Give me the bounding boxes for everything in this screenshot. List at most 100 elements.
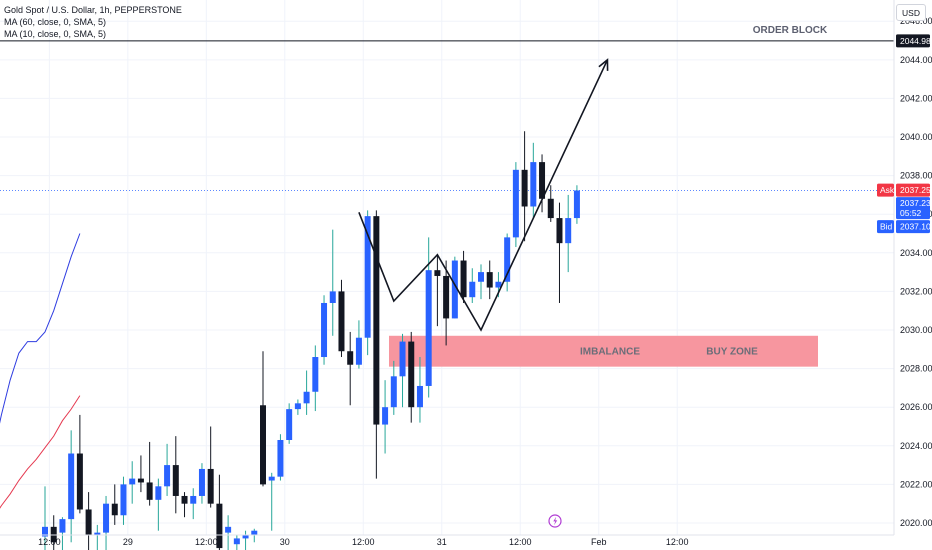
projection-path[interactable] [358, 58, 609, 332]
candle-body [373, 216, 380, 425]
time-tick-label: 12:00 [509, 537, 532, 547]
bid-price-text: 2037.10 [900, 222, 931, 232]
candle-body [42, 526, 48, 537]
candle-body [85, 509, 92, 535]
ma10-legend[interactable]: MA (10, close, 0, SMA, 5) [4, 29, 107, 39]
price-tick-label: 2042.00 [900, 93, 932, 103]
candle-body [198, 468, 205, 496]
candle-body [390, 376, 397, 408]
time-tick-label: 12:00 [666, 537, 689, 547]
candle-body [260, 405, 266, 485]
order-block-price-badge [896, 34, 930, 48]
candle-body [565, 218, 572, 244]
price-tick-label: 2034.00 [900, 248, 932, 258]
candle-body [277, 440, 284, 477]
time-tick-label: 31 [437, 537, 447, 547]
candle-body [103, 503, 110, 533]
candle-body [556, 218, 563, 244]
time-tick-label: 12:00 [38, 537, 61, 547]
candle-body [294, 403, 301, 410]
candle-body [382, 407, 389, 425]
ma60-legend[interactable]: MA (60, close, 0, SMA, 5) [4, 17, 107, 27]
candle-body [59, 519, 66, 533]
candle-body [355, 337, 362, 365]
candle-body [547, 198, 554, 219]
candle-body [469, 281, 476, 298]
time-tick-label: 12:00 [195, 537, 218, 547]
price-tick-label: 2024.00 [900, 441, 932, 451]
candle-body [425, 270, 432, 386]
candle-body [451, 260, 458, 319]
candlestick-series [42, 131, 580, 550]
candle-body [216, 503, 223, 549]
candle-body [321, 302, 328, 358]
price-tick-label: 2020.00 [900, 518, 932, 528]
price-tick-label: 2040.00 [900, 132, 932, 142]
candle-body [416, 385, 423, 408]
candle-body [190, 495, 197, 504]
bid-tag [877, 220, 894, 234]
symbol-title[interactable]: Gold Spot / U.S. Dollar, 1h, PEPPERSTONE [4, 5, 182, 15]
last-price-text: 2037.23 [900, 198, 931, 208]
candle-body [155, 486, 162, 500]
candle-body [434, 270, 441, 276]
last-price-badge [896, 197, 930, 220]
order-block-label: ORDER BLOCK [753, 25, 828, 36]
moving-averages [0, 233, 81, 509]
ask-tag-text: Ask [880, 185, 895, 195]
ma-line [0, 233, 81, 424]
price-tick-label: 2032.00 [900, 286, 932, 296]
candle-body [486, 272, 493, 288]
time-tick-label: 30 [280, 537, 290, 547]
imbalance-buy-zone[interactable] [389, 335, 818, 367]
candle-body [94, 532, 101, 535]
candle-body [408, 341, 415, 408]
ask-price-badge [896, 183, 930, 197]
time-tick-label: 12:00 [352, 537, 375, 547]
candle-body [364, 216, 371, 338]
candle-body [530, 162, 537, 207]
time-tick-label: Feb [591, 537, 607, 547]
projection-line [358, 59, 609, 332]
time-axis[interactable]: 12:002612:002912:003012:003112:00Feb12:0… [0, 534, 894, 547]
price-axis[interactable]: 2020.00 2022.00 2024.00 2026.00 2028.00 2030.… [893, 0, 932, 535]
bid-tag-text: Bid [880, 222, 893, 232]
candle-body [347, 351, 354, 365]
imbalance-label: IMBALANCE [580, 347, 640, 358]
candle-body [460, 260, 467, 298]
candle-body [181, 495, 188, 504]
candle-body [233, 538, 240, 545]
buy-zone-label: BUY ZONE [706, 347, 758, 358]
candle-body [303, 391, 310, 404]
candle-body [242, 534, 249, 539]
candle-body [504, 237, 511, 282]
candle-body [137, 478, 144, 483]
candle-body [443, 275, 450, 319]
candle-body [76, 453, 83, 510]
candle-body [268, 476, 275, 481]
lightning-event-icon[interactable] [548, 514, 562, 528]
price-tick-label: 2030.00 [900, 325, 932, 335]
order-block-price-text: 2044.98 [900, 36, 931, 46]
candle-body [225, 526, 232, 533]
candle-body [312, 357, 319, 392]
price-tick-label: 2022.00 [900, 479, 932, 489]
candle-body [495, 281, 502, 288]
time-tick-label: 29 [123, 537, 133, 547]
price-tick-label: 2038.00 [900, 171, 932, 181]
currency-button[interactable]: USD [896, 4, 926, 21]
ma-line [0, 395, 81, 509]
candle-body [68, 453, 75, 520]
grid-lines [0, 0, 894, 535]
candle-body [251, 530, 258, 535]
chart-legend: Gold Spot / U.S. Dollar, 1h, PEPPERSTONE… [4, 4, 182, 40]
price-tick-label: 2028.00 [900, 364, 932, 374]
candle-body [539, 162, 546, 199]
candle-body [129, 478, 136, 485]
candle-body [399, 341, 406, 377]
candle-body [286, 409, 293, 440]
bar-countdown-text: 05:52 [900, 208, 922, 218]
candle-body [172, 465, 179, 496]
projection-arrowhead [598, 58, 609, 71]
